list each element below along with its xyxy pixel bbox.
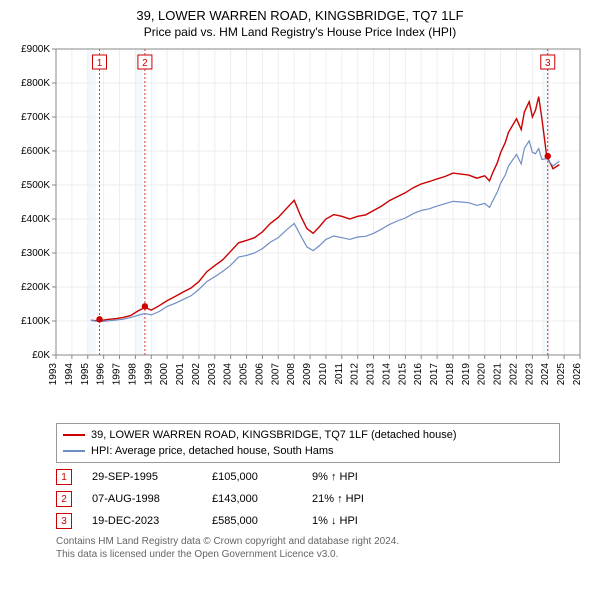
svg-text:2008: 2008 bbox=[286, 363, 297, 386]
sale-row: 1 29-SEP-1995 £105,000 9% ↑ HPI bbox=[56, 469, 588, 485]
svg-text:1999: 1999 bbox=[143, 363, 154, 386]
legend-swatch bbox=[63, 434, 85, 436]
svg-text:3: 3 bbox=[545, 58, 551, 69]
page-subtitle: Price paid vs. HM Land Registry's House … bbox=[12, 25, 588, 39]
svg-text:£600K: £600K bbox=[21, 146, 50, 157]
chart: £0K £100K £200K £300K £400K £500K £600K £700K £8… bbox=[12, 45, 588, 415]
svg-text:2006: 2006 bbox=[254, 363, 265, 386]
svg-text:£900K: £900K bbox=[21, 45, 50, 55]
svg-text:£100K: £100K bbox=[21, 316, 50, 327]
svg-text:2018: 2018 bbox=[445, 363, 456, 386]
legend-label: 39, LOWER WARREN ROAD, KINGSBRIDGE, TQ7 … bbox=[91, 427, 457, 443]
sale-price: £585,000 bbox=[212, 515, 292, 527]
legend-row: 39, LOWER WARREN ROAD, KINGSBRIDGE, TQ7 … bbox=[63, 427, 553, 443]
svg-text:2024: 2024 bbox=[540, 363, 551, 386]
svg-text:2: 2 bbox=[142, 58, 148, 69]
svg-text:1: 1 bbox=[97, 58, 103, 69]
svg-text:2000: 2000 bbox=[159, 363, 170, 386]
sale-date: 19-DEC-2023 bbox=[92, 515, 192, 527]
svg-text:2012: 2012 bbox=[350, 363, 361, 386]
svg-text:2016: 2016 bbox=[413, 363, 424, 386]
svg-text:2011: 2011 bbox=[334, 363, 345, 385]
svg-text:2020: 2020 bbox=[477, 363, 488, 386]
sales-list: 1 29-SEP-1995 £105,000 9% ↑ HPI 2 07-AUG… bbox=[56, 469, 588, 529]
legend-row: HPI: Average price, detached house, Sout… bbox=[63, 443, 553, 459]
svg-text:2023: 2023 bbox=[524, 363, 535, 386]
footer-line: This data is licensed under the Open Gov… bbox=[56, 548, 588, 561]
legend-swatch bbox=[63, 450, 85, 452]
svg-text:1997: 1997 bbox=[112, 363, 123, 386]
svg-text:1996: 1996 bbox=[96, 363, 107, 386]
svg-text:£0K: £0K bbox=[32, 350, 50, 361]
svg-text:2001: 2001 bbox=[175, 363, 186, 386]
sale-diff: 21% ↑ HPI bbox=[312, 493, 392, 505]
svg-text:2026: 2026 bbox=[572, 363, 583, 386]
svg-text:2015: 2015 bbox=[397, 363, 408, 386]
svg-text:2009: 2009 bbox=[302, 363, 313, 386]
svg-text:£400K: £400K bbox=[21, 214, 50, 225]
svg-text:2022: 2022 bbox=[508, 363, 519, 386]
svg-text:2014: 2014 bbox=[381, 363, 392, 386]
svg-text:2021: 2021 bbox=[493, 363, 504, 386]
svg-text:£800K: £800K bbox=[21, 78, 50, 89]
svg-text:2003: 2003 bbox=[207, 363, 218, 386]
footer: Contains HM Land Registry data © Crown c… bbox=[56, 535, 588, 561]
legend: 39, LOWER WARREN ROAD, KINGSBRIDGE, TQ7 … bbox=[56, 423, 560, 463]
svg-text:2019: 2019 bbox=[461, 363, 472, 386]
svg-text:£700K: £700K bbox=[21, 112, 50, 123]
svg-text:1998: 1998 bbox=[127, 363, 138, 386]
sale-price: £143,000 bbox=[212, 493, 292, 505]
svg-text:2005: 2005 bbox=[239, 363, 250, 386]
svg-text:2004: 2004 bbox=[223, 363, 234, 386]
svg-text:1995: 1995 bbox=[80, 363, 91, 386]
svg-text:2025: 2025 bbox=[556, 363, 567, 386]
svg-text:1994: 1994 bbox=[64, 363, 75, 386]
sale-date: 29-SEP-1995 bbox=[92, 471, 192, 483]
chart-svg: £0K £100K £200K £300K £400K £500K £600K £700K £8… bbox=[12, 45, 588, 415]
svg-text:1993: 1993 bbox=[48, 363, 59, 386]
sale-date: 07-AUG-1998 bbox=[92, 493, 192, 505]
sale-row: 2 07-AUG-1998 £143,000 21% ↑ HPI bbox=[56, 491, 588, 507]
svg-text:2017: 2017 bbox=[429, 363, 440, 386]
sale-price: £105,000 bbox=[212, 471, 292, 483]
sale-number-icon: 3 bbox=[56, 513, 72, 529]
page-title: 39, LOWER WARREN ROAD, KINGSBRIDGE, TQ7 … bbox=[12, 8, 588, 23]
svg-text:2007: 2007 bbox=[270, 363, 281, 386]
svg-text:2013: 2013 bbox=[366, 363, 377, 386]
footer-line: Contains HM Land Registry data © Crown c… bbox=[56, 535, 588, 548]
svg-text:2010: 2010 bbox=[318, 363, 329, 386]
sale-diff: 9% ↑ HPI bbox=[312, 471, 392, 483]
sale-row: 3 19-DEC-2023 £585,000 1% ↓ HPI bbox=[56, 513, 588, 529]
svg-text:£200K: £200K bbox=[21, 282, 50, 293]
svg-text:£300K: £300K bbox=[21, 248, 50, 259]
legend-label: HPI: Average price, detached house, Sout… bbox=[91, 443, 334, 459]
svg-text:£500K: £500K bbox=[21, 180, 50, 191]
sale-diff: 1% ↓ HPI bbox=[312, 515, 392, 527]
sale-number-icon: 2 bbox=[56, 491, 72, 507]
svg-text:2002: 2002 bbox=[191, 363, 202, 386]
sale-number-icon: 1 bbox=[56, 469, 72, 485]
